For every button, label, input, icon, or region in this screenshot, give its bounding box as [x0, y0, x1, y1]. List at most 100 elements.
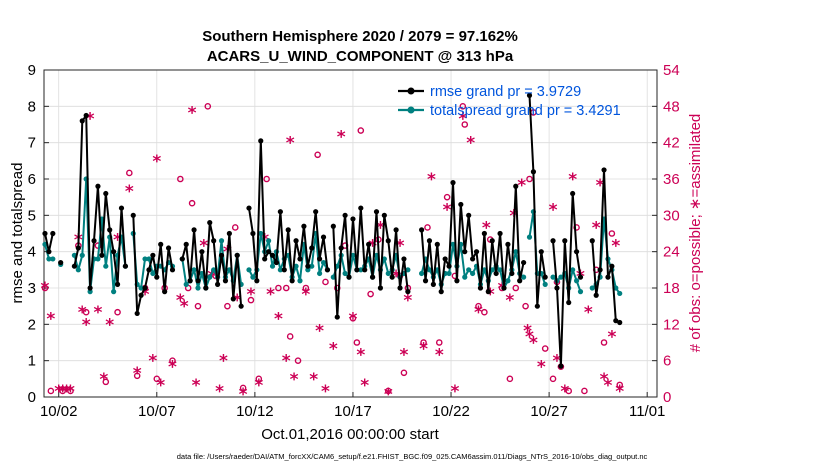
rmse-point — [91, 238, 97, 244]
obs-possible-marker — [177, 175, 184, 183]
obs-assimilated-marker: * — [239, 385, 248, 405]
rmse-point — [226, 230, 232, 237]
obs-assimilated-marker: * — [46, 309, 55, 329]
rmse-point — [301, 223, 307, 229]
y-tick-label-left: 0 — [28, 389, 36, 406]
rmse-point — [111, 249, 117, 255]
obs-assimilated-marker: * — [568, 170, 577, 190]
x-tick-label: 10/02 — [40, 403, 78, 420]
x-tick-label: 11/01 — [629, 403, 665, 420]
obs-assimilated-marker: * — [466, 134, 475, 154]
obs-assimilated-marker: * — [86, 109, 95, 129]
totalspread-point — [317, 270, 323, 277]
obs-assimilated-marker: * — [315, 321, 324, 341]
rmse-point — [324, 267, 331, 273]
rmse-point — [293, 238, 299, 244]
obs-assimilated-marker: * — [309, 370, 318, 390]
totalspread-point — [405, 267, 411, 273]
rmse-point — [497, 230, 503, 237]
rmse-point — [470, 256, 476, 262]
obs-assimilated-marker: * — [156, 376, 165, 396]
obs-possible-marker — [247, 296, 255, 304]
totalspread-point — [305, 267, 311, 273]
obs-assimilated-marker: * — [93, 303, 102, 323]
y-tick-label-right: 36 — [663, 171, 680, 188]
totalspread-line-segment — [73, 178, 127, 293]
obs-assimilated-marker: * — [584, 303, 593, 323]
obs-possible-marker — [302, 284, 310, 292]
totalspread-point — [481, 267, 487, 273]
obs-assimilated-marker: * — [505, 291, 514, 311]
rmse-point — [87, 285, 93, 291]
y-axis-right-label: # of obs: o=possible; ∗=assimilated — [687, 114, 704, 353]
obs-assimilated-marker: * — [596, 176, 605, 196]
rmse-point — [405, 289, 411, 295]
y-tick-label-left: 2 — [28, 316, 36, 333]
rmse-point — [450, 180, 456, 186]
totalspread-point — [46, 256, 52, 262]
rmse-point — [285, 227, 291, 233]
totalspread-point — [95, 256, 101, 262]
obs-assimilated-marker: * — [152, 152, 161, 172]
rmse-point — [485, 289, 491, 295]
rmse-point — [165, 245, 172, 251]
obs-assimilated-marker: * — [290, 370, 299, 390]
rmse-point — [570, 190, 576, 197]
totalspread-point — [218, 238, 225, 244]
rmse-point — [454, 278, 460, 284]
totalspread-point — [258, 230, 264, 237]
rmse-point — [385, 238, 391, 244]
obs-assimilated-marker: * — [329, 340, 338, 360]
totalspread-point — [111, 289, 117, 295]
rmse-point — [297, 256, 303, 262]
obs-possible-marker — [424, 224, 431, 231]
y-tick-label-left: 8 — [28, 98, 36, 115]
totalspread-point — [350, 252, 356, 258]
rmse-point — [118, 205, 125, 211]
rmse-point — [218, 252, 225, 258]
rmse-point — [273, 259, 280, 266]
y-tick-label-right: 18 — [663, 280, 680, 297]
y-tick-label-left: 5 — [28, 207, 36, 224]
obs-possible-marker — [47, 387, 55, 395]
y-tick-label-left: 6 — [28, 171, 36, 188]
rmse-point — [419, 227, 425, 233]
rmse-point — [150, 252, 156, 258]
obs-possible-marker — [255, 375, 263, 383]
obs-possible-marker — [294, 357, 302, 364]
obs-possible-marker — [102, 378, 110, 386]
obs-possible-marker — [353, 339, 361, 346]
rmse-point — [191, 227, 197, 233]
rmse-point — [505, 241, 511, 247]
obs-assimilated-marker: * — [529, 334, 538, 354]
obs-possible-marker — [526, 175, 533, 183]
obs-assimilated-marker: * — [141, 285, 150, 305]
rmse-point — [334, 314, 340, 320]
rmse-point — [473, 249, 480, 255]
obs-possible-marker — [522, 302, 529, 310]
obs-assimilated-marker: * — [274, 309, 283, 329]
axis-ticks — [44, 69, 657, 398]
rmse-point — [538, 249, 544, 255]
obs-assimilated-marker: * — [41, 279, 50, 299]
obs-assimilated-marker: * — [282, 352, 291, 372]
totalspread-point — [246, 267, 252, 273]
rmse-point — [542, 274, 548, 280]
rmse-point — [466, 212, 472, 218]
obs-assimilated-marker: * — [99, 370, 108, 390]
obs-possible-marker — [481, 308, 488, 316]
obs-assimilated-marker: * — [435, 346, 444, 366]
rmse-point — [358, 205, 364, 211]
totalspread-point — [426, 267, 433, 273]
obs-assimilated-marker: * — [192, 376, 201, 396]
rmse-point — [597, 267, 603, 273]
totalspread-point — [266, 238, 272, 244]
rmse-point — [521, 259, 527, 266]
rmse-point — [234, 252, 240, 258]
totalspread-point — [320, 259, 327, 266]
rmse-point — [250, 230, 256, 237]
obs-assimilated-marker: * — [549, 200, 558, 220]
rmse-point — [550, 238, 556, 244]
rmse-point — [199, 249, 205, 255]
rmse-point — [509, 270, 515, 277]
